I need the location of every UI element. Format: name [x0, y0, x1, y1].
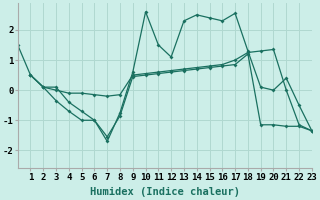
X-axis label: Humidex (Indice chaleur): Humidex (Indice chaleur): [90, 187, 240, 197]
